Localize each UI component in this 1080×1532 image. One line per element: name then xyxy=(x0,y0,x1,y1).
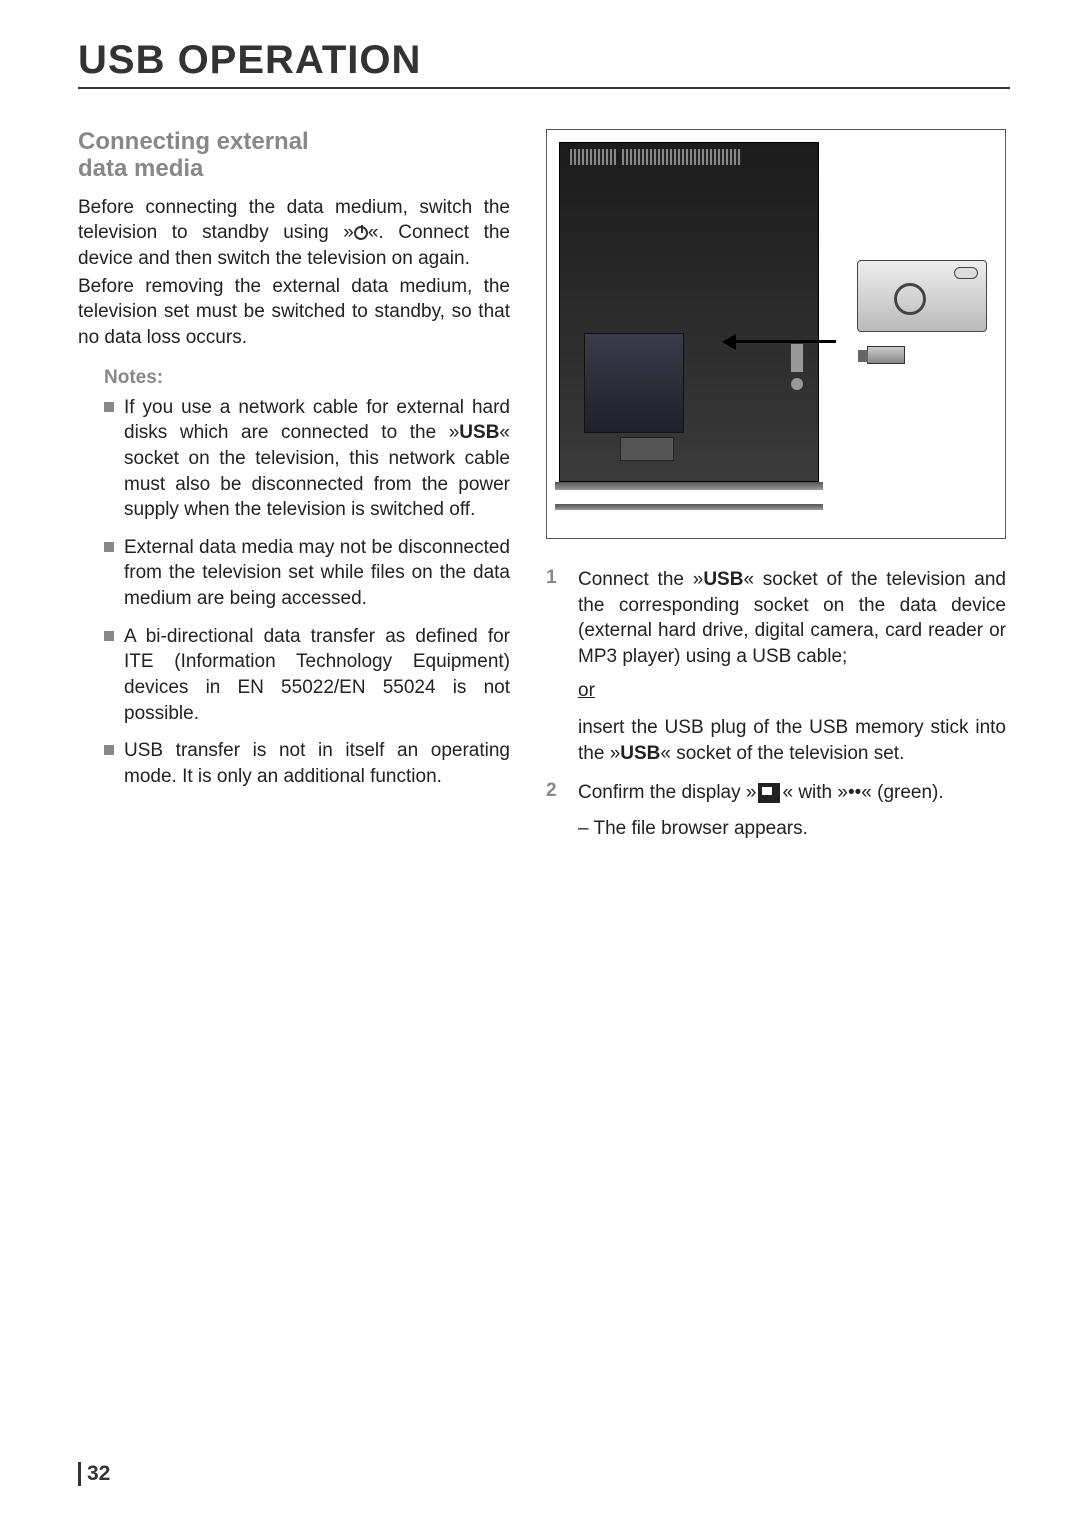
step-2: 2 Confirm the display »« with »••« (gree… xyxy=(546,780,1006,841)
tv-card-slot xyxy=(620,437,674,461)
note-item-1: If you use a network cable for external … xyxy=(104,395,510,523)
camera-device xyxy=(857,260,987,332)
tv-vents xyxy=(570,149,742,165)
tv-base xyxy=(555,504,823,510)
usb-port-icon xyxy=(790,343,804,373)
power-icon xyxy=(354,226,368,240)
usb-stick-icon xyxy=(867,346,905,364)
page-number: 32 xyxy=(78,1462,110,1486)
content-columns: Connecting external data media Before co… xyxy=(78,129,1010,856)
section-heading: Connecting external data media xyxy=(78,129,510,183)
right-column: 1 Connect the »USB« socket of the televi… xyxy=(546,129,1006,856)
step-body: Confirm the display »« with »••« (green)… xyxy=(578,780,1006,841)
heading-line1: Connecting external xyxy=(78,129,510,156)
title-text: USB OPERATION xyxy=(78,38,421,83)
step-body: Connect the »USB« socket of the televisi… xyxy=(578,567,1006,766)
notes-list: If you use a network cable for external … xyxy=(104,395,510,790)
step-1: 1 Connect the »USB« socket of the televi… xyxy=(546,567,1006,766)
arrow-icon xyxy=(722,334,736,350)
file-browser-icon xyxy=(758,783,780,803)
notes-label: Notes: xyxy=(104,367,510,389)
tv-stand xyxy=(555,482,823,490)
step-number: 2 xyxy=(546,780,560,841)
steps-list: 1 Connect the »USB« socket of the televi… xyxy=(546,567,1006,842)
connection-diagram xyxy=(546,129,1006,539)
note-item-2: External data media may not be disconnec… xyxy=(104,535,510,612)
tv-connector-panel xyxy=(584,333,684,433)
camera-viewfinder-icon xyxy=(954,267,978,279)
step-number: 1 xyxy=(546,567,560,766)
page-title: USB OPERATION xyxy=(78,38,1010,89)
camera-lens-icon xyxy=(894,283,926,315)
intro-para-2: Before removing the external data medium… xyxy=(78,274,510,351)
or-text: or xyxy=(578,678,595,704)
arrow-line xyxy=(736,340,836,343)
note-item-3: A bi-directional data transfer as define… xyxy=(104,624,510,727)
jack-port-icon xyxy=(790,377,804,391)
note-item-4: USB transfer is not in itself an operati… xyxy=(104,738,510,789)
step-sub: – The file browser appears. xyxy=(578,816,1006,842)
tv-back-shape xyxy=(559,142,819,482)
heading-line2: data media xyxy=(78,156,510,183)
left-column: Connecting external data media Before co… xyxy=(78,129,510,856)
intro-para-1: Before connecting the data medium, switc… xyxy=(78,195,510,272)
